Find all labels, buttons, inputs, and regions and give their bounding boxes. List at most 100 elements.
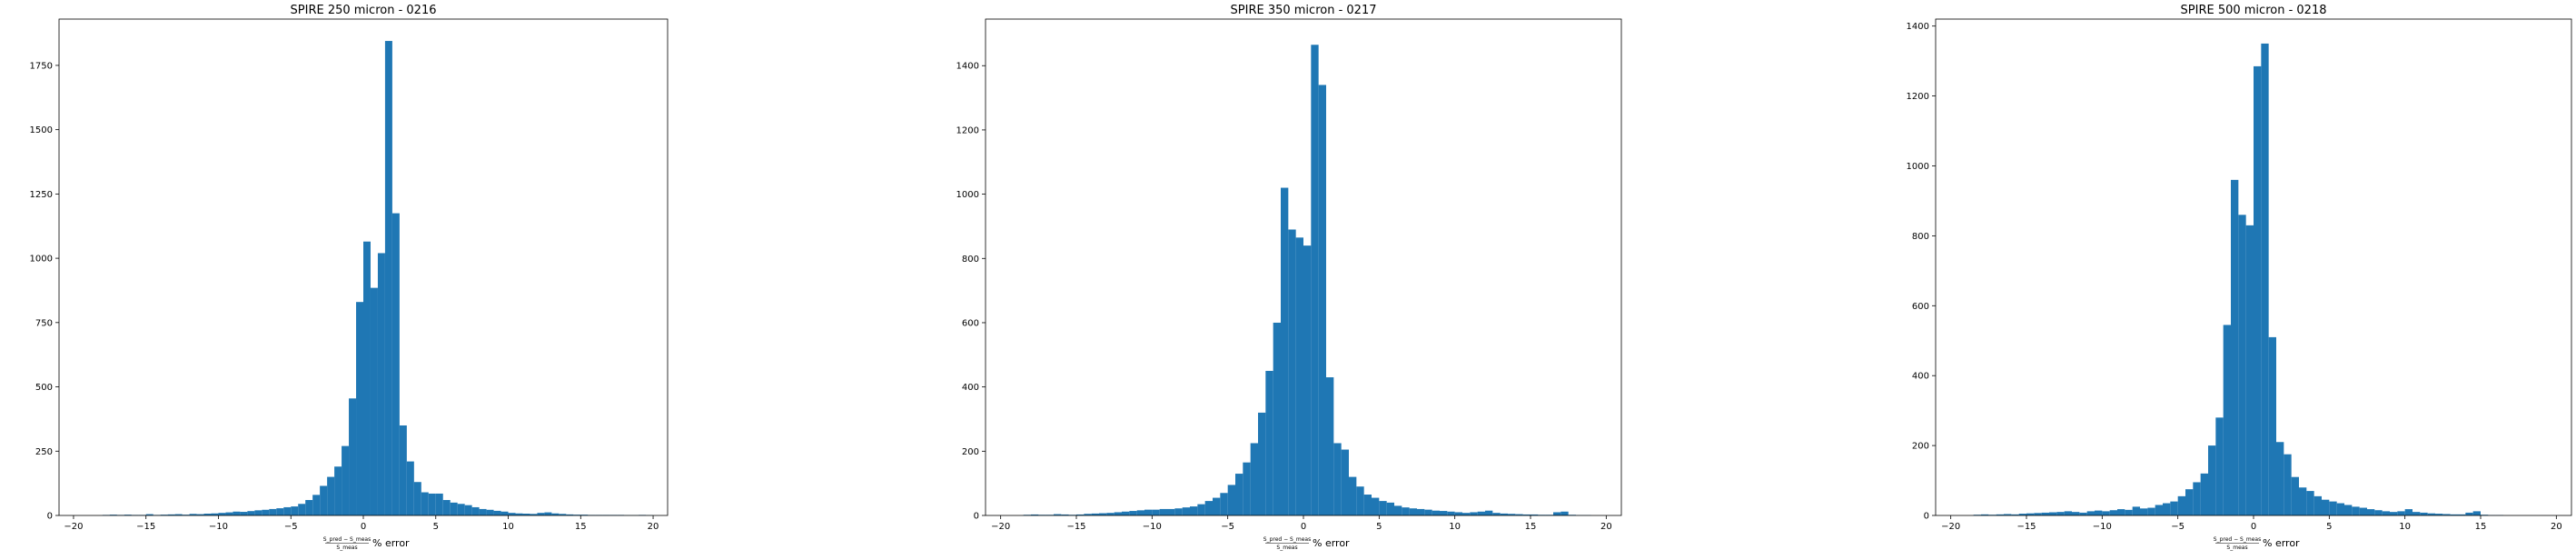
histogram-bar bbox=[1204, 501, 1213, 515]
histogram-bar bbox=[1243, 462, 1251, 515]
x-label-numerator: S_pred − S_meas bbox=[2214, 536, 2261, 543]
histogram-bar bbox=[2442, 514, 2451, 515]
x-axis-label: S_pred − S_meas S_meas % error bbox=[1263, 536, 1350, 551]
x-tick-label: 0 bbox=[2251, 522, 2256, 532]
histogram-bar bbox=[2404, 509, 2413, 515]
histogram-bar bbox=[363, 241, 371, 515]
x-label-denominator: S_meas bbox=[336, 545, 357, 551]
histogram-bar bbox=[1288, 229, 1296, 516]
histogram-bar bbox=[471, 506, 480, 515]
histogram-bar bbox=[1560, 511, 1569, 515]
histogram-bar bbox=[2344, 505, 2353, 515]
chart-title: SPIRE 250 micron - 0216 bbox=[291, 4, 437, 17]
x-tick-label: 0 bbox=[1301, 522, 1306, 532]
histogram-bar bbox=[2170, 501, 2178, 515]
y-tick-label: 1500 bbox=[30, 125, 53, 135]
histogram-bar bbox=[334, 466, 342, 515]
histogram-bar bbox=[1402, 507, 1410, 515]
y-tick-label: 1000 bbox=[1907, 162, 1929, 172]
histogram-bar bbox=[370, 287, 378, 515]
histogram-bar bbox=[1136, 510, 1144, 515]
histogram-bar bbox=[1213, 497, 1221, 515]
histogram-bar bbox=[1174, 508, 1183, 515]
histogram-bar bbox=[1159, 508, 1167, 515]
histogram-bar bbox=[2215, 417, 2224, 515]
histogram-bar bbox=[2095, 510, 2103, 515]
histogram-bar bbox=[2427, 513, 2435, 515]
histogram-bar bbox=[2163, 503, 2171, 515]
histogram-bar bbox=[1454, 512, 1462, 515]
histogram-bar bbox=[1470, 512, 1478, 515]
histogram-panel-250: SPIRE 250 micron - 0216 −20 −15 −10 −5 0 5 10 15… bbox=[0, 0, 817, 560]
histogram-bar bbox=[2306, 491, 2314, 515]
histogram-bar bbox=[391, 213, 400, 515]
histogram-bar bbox=[1447, 511, 1455, 515]
histogram-bar bbox=[2034, 513, 2042, 515]
histogram-bar bbox=[1122, 511, 1130, 515]
histogram-bar bbox=[435, 493, 443, 515]
histogram-bar bbox=[493, 510, 501, 515]
histogram-bar bbox=[1295, 237, 1303, 515]
histogram-bar bbox=[1227, 485, 1235, 515]
histogram-bar bbox=[1333, 443, 1342, 515]
y-tick-label: 1000 bbox=[30, 255, 53, 265]
x-tick-label: 10 bbox=[1449, 522, 1461, 532]
x-axis-label: S_pred − S_meas S_meas % error bbox=[323, 536, 410, 551]
x-label-suffix: % error bbox=[2263, 537, 2300, 549]
histogram-panel-350: SPIRE 350 micron - 0217 −20 −15 −10 −5 0 5 10 15… bbox=[899, 0, 1717, 560]
histogram-bar bbox=[1409, 508, 1417, 515]
histogram-bar bbox=[2155, 505, 2163, 515]
histogram-bar bbox=[240, 512, 248, 515]
histogram-bar bbox=[537, 513, 545, 515]
x-tick-label: 5 bbox=[433, 522, 439, 532]
histogram-bar bbox=[2079, 512, 2087, 515]
histogram-bar bbox=[1114, 512, 1122, 515]
histogram-bar bbox=[2056, 512, 2065, 515]
x-tick-label: 20 bbox=[2551, 522, 2562, 532]
y-tick-label: 800 bbox=[1912, 232, 1929, 242]
y-tick-label: 1250 bbox=[30, 190, 53, 200]
histogram-bar bbox=[2185, 489, 2194, 515]
histogram-bar bbox=[2208, 445, 2216, 515]
histogram-bar bbox=[320, 485, 328, 515]
histogram-bar bbox=[2382, 511, 2390, 515]
x-label-suffix: % error bbox=[1313, 537, 1350, 549]
histogram-bar bbox=[1341, 449, 1349, 515]
histogram-bar bbox=[1152, 509, 1160, 515]
histogram-bar bbox=[2268, 336, 2276, 515]
histogram-bar bbox=[2004, 514, 2012, 515]
histogram-bar bbox=[1417, 508, 1425, 515]
histogram-bar bbox=[262, 509, 270, 515]
histogram-bar bbox=[2041, 512, 2049, 515]
histogram-bar bbox=[1462, 513, 1471, 515]
histogram-bar bbox=[1084, 514, 1092, 515]
histogram-bar bbox=[247, 511, 255, 515]
histogram-bar bbox=[291, 506, 299, 515]
histogram-bar bbox=[2472, 511, 2481, 515]
histogram-bar bbox=[218, 513, 226, 515]
histogram-bar bbox=[1363, 495, 1372, 515]
histogram-bar bbox=[2064, 511, 2072, 515]
histogram-bar bbox=[442, 500, 451, 515]
histogram-bar bbox=[2223, 325, 2231, 515]
x-tick-label: 10 bbox=[2399, 522, 2411, 532]
histogram-bar bbox=[1220, 493, 1228, 515]
histogram-bar bbox=[2200, 473, 2208, 515]
y-tick-label: 1200 bbox=[1907, 92, 1929, 102]
histogram-bar bbox=[1265, 370, 1273, 515]
histogram-bar bbox=[522, 514, 530, 515]
histogram-bar bbox=[276, 508, 284, 515]
histogram-bar bbox=[2231, 179, 2239, 516]
x-tick-label: −20 bbox=[991, 522, 1010, 532]
histogram-bar bbox=[312, 495, 321, 515]
histogram-bar bbox=[2140, 508, 2148, 515]
histogram-bar bbox=[1372, 497, 1380, 515]
y-tick-label: 0 bbox=[47, 512, 53, 522]
histogram-chart-350: SPIRE 350 micron - 0217 −20 −15 −10 −5 0 5 10 15… bbox=[956, 4, 1622, 551]
x-tick-label: −5 bbox=[2171, 522, 2185, 532]
y-tick-label: 400 bbox=[1912, 372, 1929, 382]
histogram-bar bbox=[2397, 511, 2405, 515]
histogram-bar bbox=[2276, 442, 2284, 515]
histogram-bar bbox=[2147, 507, 2155, 515]
histogram-bar bbox=[2254, 65, 2262, 515]
